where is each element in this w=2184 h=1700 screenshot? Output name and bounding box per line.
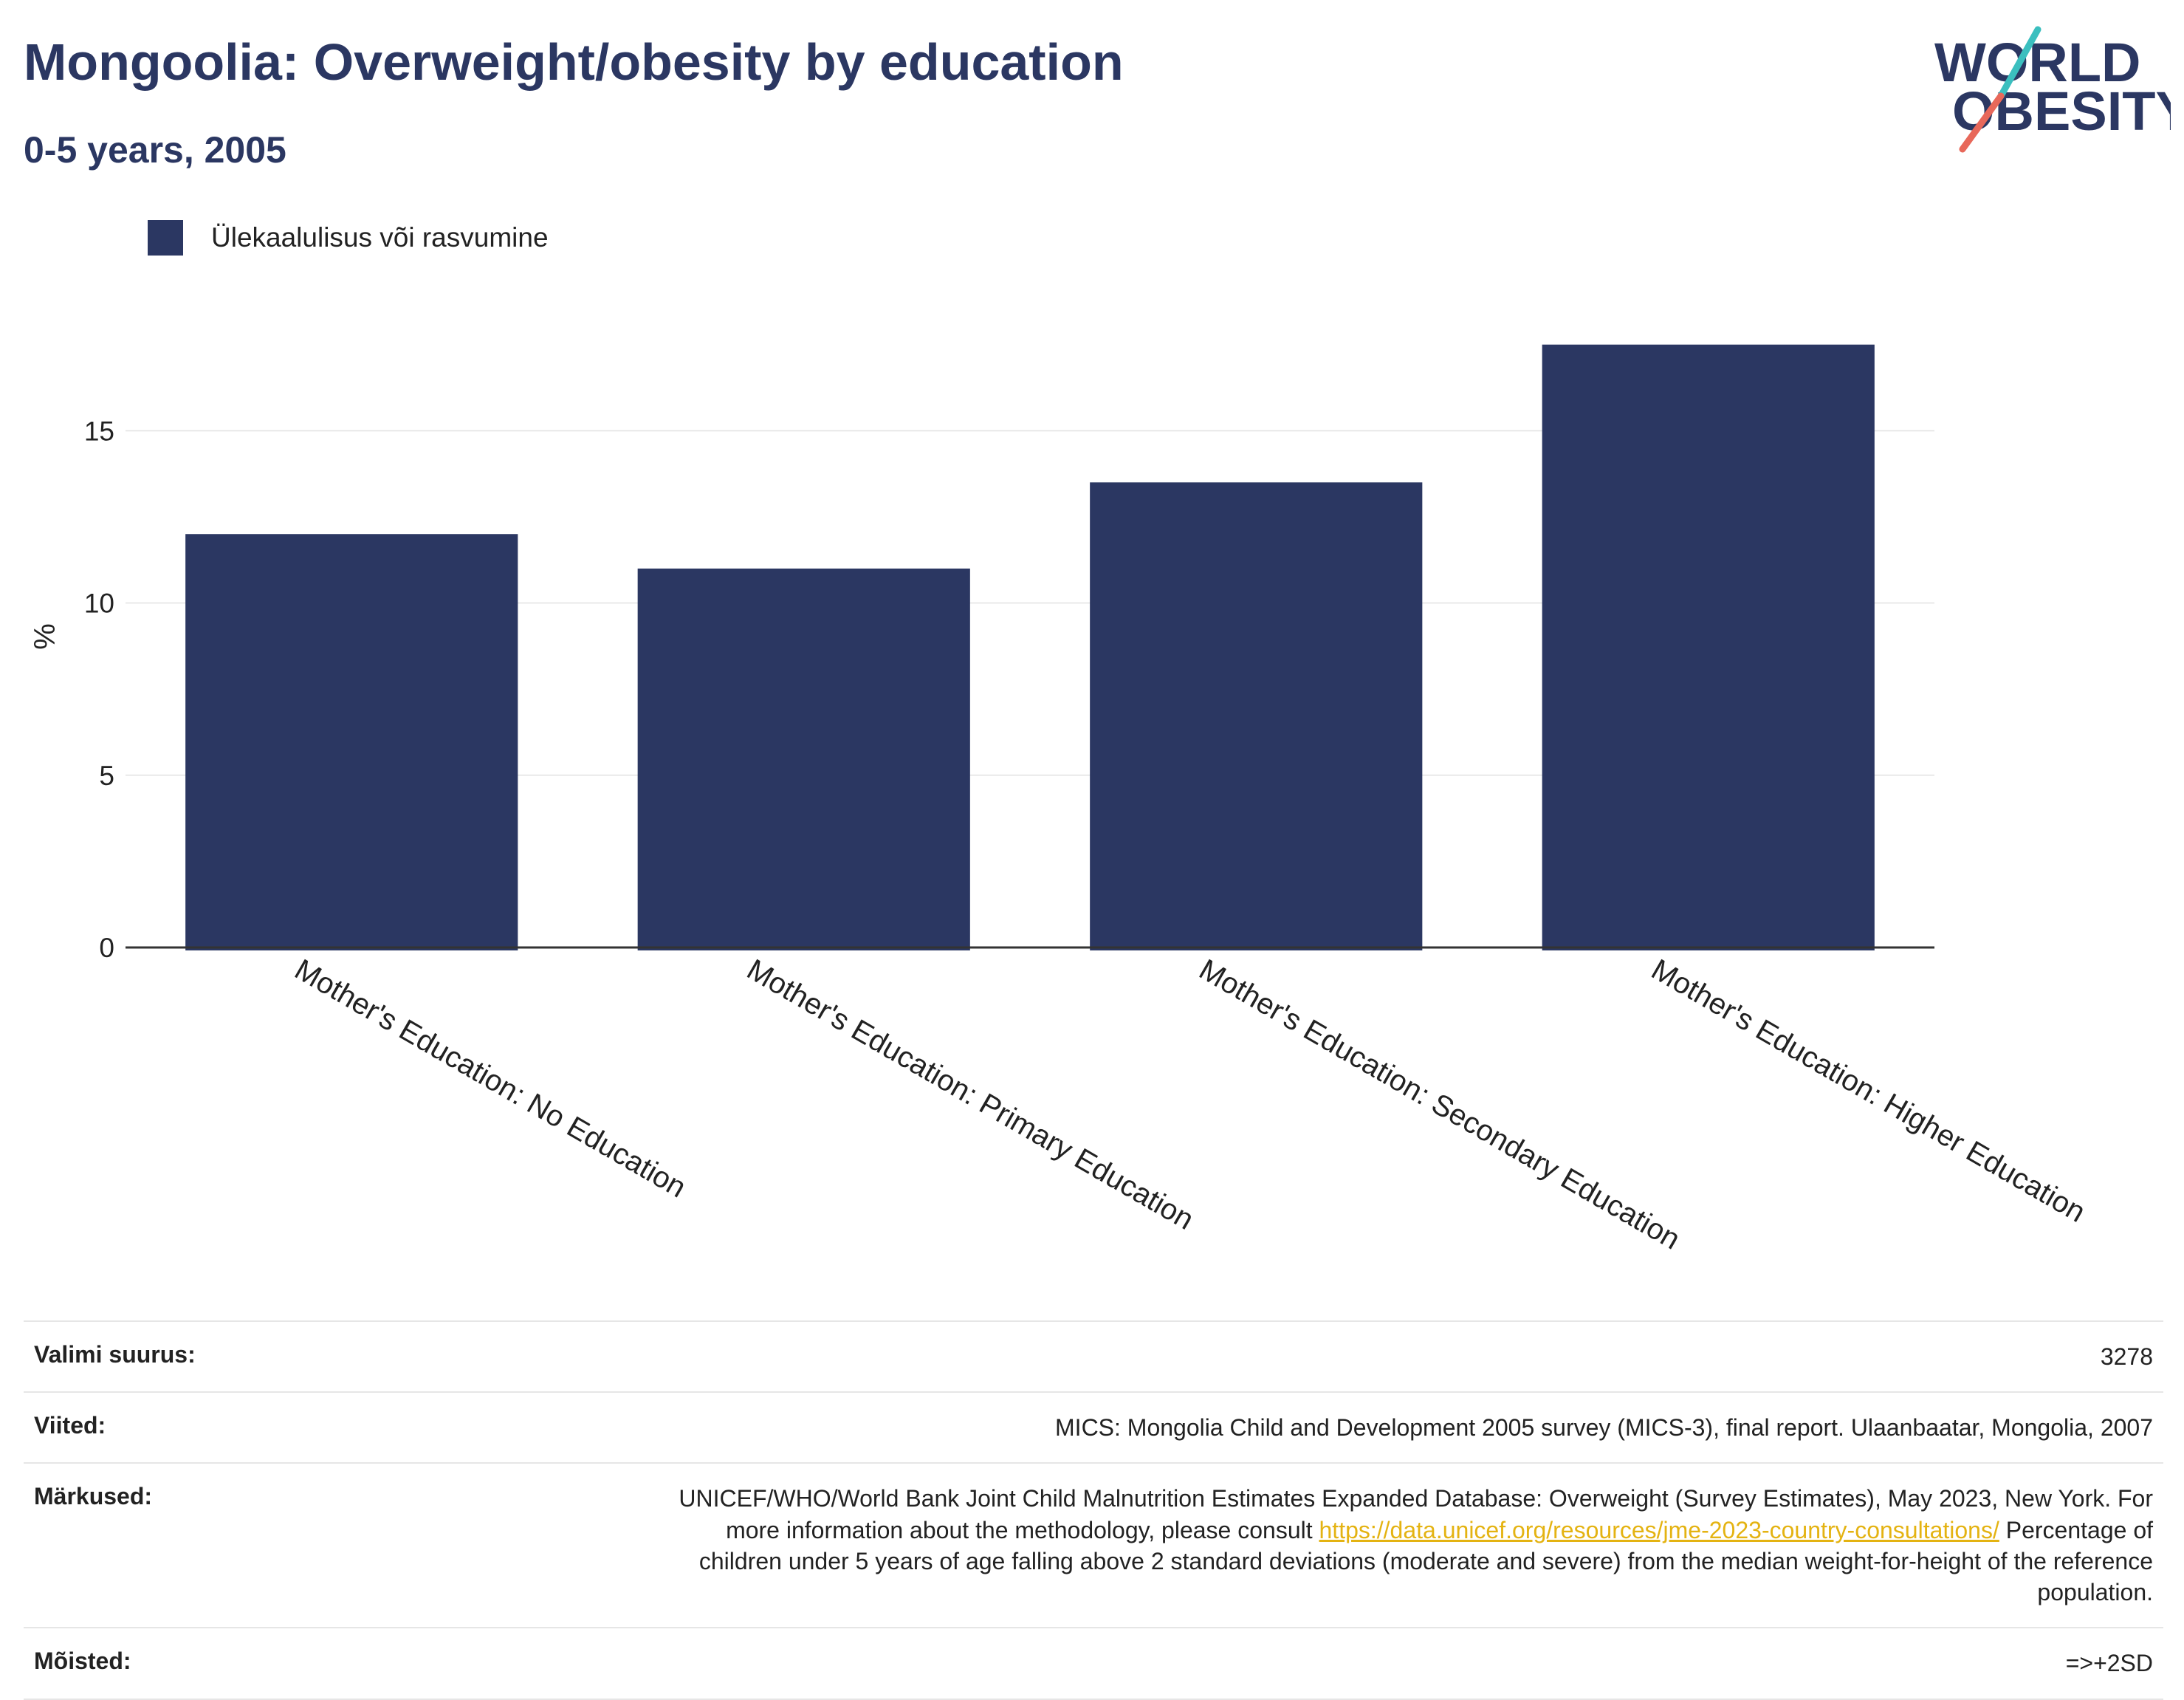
sample-value: 3278 <box>2100 1343 2153 1370</box>
chart-subtitle: 0-5 years, 2005 <box>24 129 286 171</box>
legend-label: Ülekaalulisus või rasvumine <box>211 222 549 253</box>
y-tick-label: 5 <box>99 761 114 791</box>
world-obesity-logo: WORLD OBESITY <box>1934 26 2171 153</box>
notes-text: UNICEF/WHO/World Bank Joint Child Malnut… <box>679 1485 2153 1543</box>
logo-line1: WORLD <box>1934 32 2141 93</box>
x-tick-label: Mother's Education: Secondary Education <box>1194 953 1686 1256</box>
y-tick-label: 15 <box>84 416 114 446</box>
info-row-definitions: Mõisted: =>+2SD <box>24 1627 2163 1700</box>
info-row-notes: Märkused: UNICEF/WHO/World Bank Joint Ch… <box>24 1462 2163 1627</box>
definitions-value: =>+2SD <box>2065 1650 2153 1677</box>
y-axis-label: % <box>29 623 61 650</box>
info-row-sample: Valimi suurus: 3278 <box>24 1320 2163 1391</box>
x-tick-label: Mother's Education: Primary Education <box>741 953 1199 1236</box>
x-tick-label: Mother's Education: Higher Education <box>1646 953 2090 1229</box>
bar <box>637 568 970 950</box>
bar <box>1090 482 1423 950</box>
x-tick-label: Mother's Education: No Education <box>289 953 692 1204</box>
references-value: MICS: Mongolia Child and Development 200… <box>1055 1414 2153 1442</box>
notes-label: Märkused: <box>34 1483 153 1510</box>
sample-label: Valimi suurus: <box>34 1341 196 1368</box>
methodology-link[interactable]: https://data.unicef.org/resources/jme-20… <box>1319 1516 1999 1543</box>
references-label: Viited: <box>34 1412 106 1439</box>
notes-value: UNICEF/WHO/World Bank Joint Child Malnut… <box>639 1483 2153 1608</box>
info-table: Valimi suurus: 3278 Viited: MICS: Mongol… <box>24 1320 2163 1700</box>
chart-title: Mongoolia: Overweight/obesity by educati… <box>24 33 1124 91</box>
y-tick-label: 10 <box>84 589 114 619</box>
chart-legend: Ülekaalulisus või rasvumine <box>148 220 549 256</box>
y-tick-label: 0 <box>99 933 114 963</box>
notes-definition-text: Percentage of children under 5 years of … <box>698 1516 2153 1606</box>
bar <box>185 534 518 950</box>
legend-swatch <box>148 220 183 256</box>
bar <box>1542 344 1875 950</box>
info-row-references: Viited: MICS: Mongolia Child and Develop… <box>24 1391 2163 1462</box>
definitions-label: Mõisted: <box>34 1648 131 1675</box>
